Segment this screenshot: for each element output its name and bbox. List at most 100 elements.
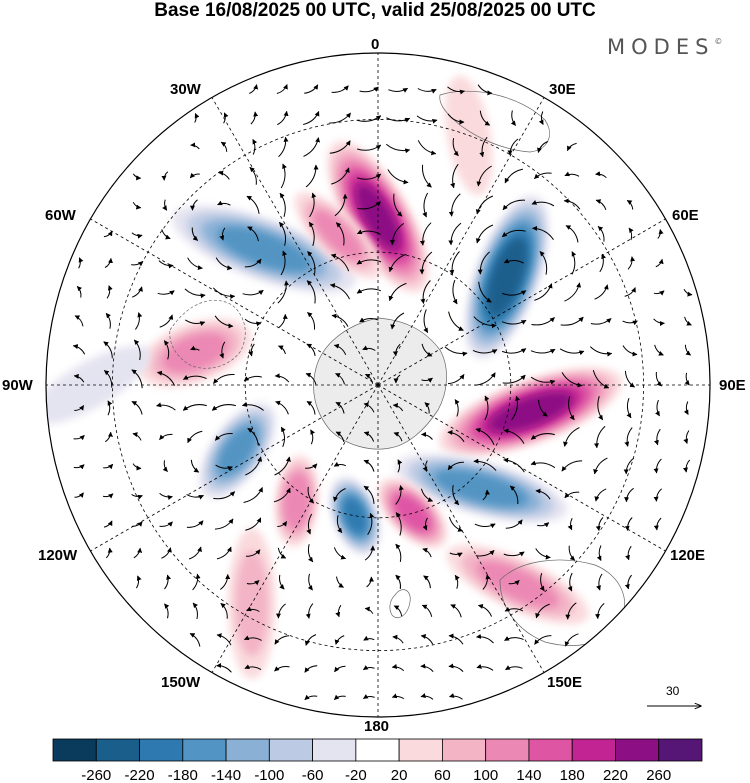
wind-vector [249,166,257,185]
wind-vector [364,373,374,384]
colorbar-tick-label: 20 [391,767,408,783]
wind-vector [186,520,204,528]
wind-vector [359,86,379,93]
colorbar-swatch [658,738,703,762]
wind-vector [564,633,579,647]
wind-vector [308,221,315,247]
wind-vector [655,399,660,417]
wind-vector [594,488,607,502]
wind-vector [420,488,434,502]
wind-vector [391,693,404,700]
wind-vector [503,551,525,557]
wind-vector [356,259,382,265]
wind-vector [131,261,144,267]
wind-vector [531,200,555,207]
wind-vector [535,603,550,619]
wind-vector [187,430,203,444]
wind-vector [503,457,525,473]
wind-vector [683,288,693,297]
wind-vector [246,580,260,586]
wind-vector [596,545,602,561]
wind-vector [479,136,488,158]
wind-vector [452,279,458,305]
wind-vector [449,552,463,558]
wind-vector [244,664,262,671]
wind-vector [159,314,174,328]
wind-vector [501,229,526,238]
wind-vector [245,549,261,557]
wind-vector [359,317,379,323]
wind-vector [504,168,523,184]
anomaly-center [199,402,276,499]
colorbar-tick-label: -220 [125,767,155,783]
wind-vector [105,547,113,559]
wind-vector [329,112,351,124]
wind-vector [421,604,433,617]
wind-vector [510,110,516,126]
wind-vector [657,229,664,239]
wind-vector [505,665,523,671]
label-120e: 120E [670,547,706,564]
wind-vector [653,458,662,474]
wind-vector [161,171,169,181]
wind-vector [683,459,691,473]
wind-vector [192,573,201,591]
wind-vector [331,167,350,185]
wind-vector [623,457,635,475]
wind-vector [334,193,348,217]
wind-vector [385,143,411,154]
wind-vector [391,664,405,672]
wind-vector [161,547,172,559]
wind-vector [243,635,262,641]
label-120w: 120W [38,547,78,564]
wind-vector [330,253,350,272]
wind-vector [389,222,404,246]
wind-vector [388,253,407,273]
colorbar-swatch [355,738,400,762]
wind-vector [534,635,552,645]
wind-vector [504,636,524,641]
wind-vector [530,433,555,440]
wind-vector [191,227,199,241]
wind-vector [248,343,255,357]
wind-vector [103,341,113,359]
wind-vector [214,432,233,441]
polar-map [45,52,711,718]
wind-vector [334,635,345,645]
meridian-line [377,97,545,386]
wind-vector [307,544,314,563]
wind-vector [590,318,612,325]
wind-vector [192,602,198,620]
wind-vector [626,398,632,419]
wind-vector [190,142,200,150]
wind-vector [329,140,351,154]
chart-title: Base 16/08/2025 00 UTC, valid 25/08/2025… [154,0,596,21]
wind-vector [421,164,432,188]
wind-vector [306,343,316,356]
wind-vector [475,195,494,215]
wind-vector [595,603,605,620]
anomaly-field [46,75,623,680]
wind-vector [482,574,491,590]
wind-vector [216,633,232,646]
label-0: 0 [371,36,380,53]
wind-vector [73,434,85,441]
wind-vector [190,345,200,351]
wind-vector [133,547,143,559]
wind-vector [74,492,84,498]
colorbar-swatch [571,738,616,762]
wind-vector [501,348,527,354]
colorbar-tick-label: -20 [345,767,367,783]
wind-vector [482,489,490,501]
wind-vector [164,574,172,590]
wind-vector [472,349,498,354]
meridian-line [377,384,545,673]
wind-vector [105,431,113,443]
wind-vector [364,545,376,561]
wind-vector [274,373,290,383]
wind-vector [568,396,575,421]
wind-vector [504,606,524,612]
wind-vector [595,171,607,179]
wind-vector [530,460,556,469]
wind-vector [503,258,524,264]
